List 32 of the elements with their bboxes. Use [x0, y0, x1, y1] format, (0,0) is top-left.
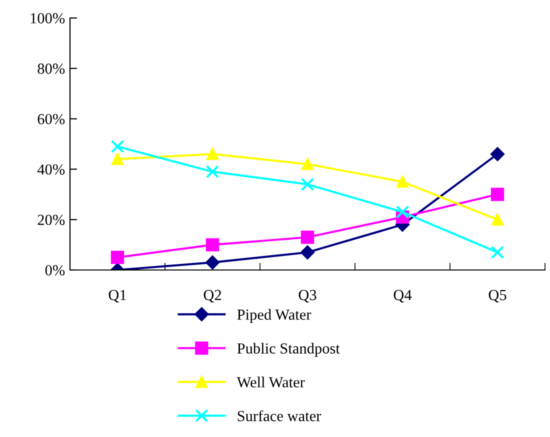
x-tick-label: Q5 — [488, 290, 506, 303]
point — [206, 238, 220, 252]
point — [302, 158, 314, 170]
point — [492, 214, 504, 226]
point — [396, 205, 410, 219]
point — [300, 245, 314, 260]
y-tick-label: 0% — [45, 265, 65, 276]
point — [112, 153, 124, 166]
legend-label: Surface water — [238, 410, 322, 422]
point — [300, 178, 314, 191]
point — [206, 256, 220, 270]
legend-label: Public Standpost — [237, 342, 340, 357]
x-tick-label: Q4 — [394, 290, 412, 303]
y-tick-label: 100% — [30, 13, 65, 24]
y-tick-label: 40% — [37, 164, 65, 175]
point — [110, 140, 124, 154]
point — [300, 230, 314, 244]
point — [490, 147, 504, 162]
x-tick-label: Q1 — [108, 290, 126, 303]
point — [396, 176, 408, 188]
legend-label: Piped Water — [237, 309, 312, 323]
point — [110, 250, 124, 264]
y-tick-label: 20% — [38, 214, 65, 226]
x-tick-label: Q3 — [298, 290, 316, 303]
point — [490, 188, 504, 201]
x-tick-label: Q2 — [204, 290, 221, 303]
y-tick-label: 60% — [38, 114, 65, 124]
y-tick-label: 80% — [38, 64, 65, 74]
point — [206, 148, 218, 160]
point — [206, 165, 220, 178]
legend-label: Well Water — [236, 376, 305, 388]
point — [490, 246, 504, 259]
